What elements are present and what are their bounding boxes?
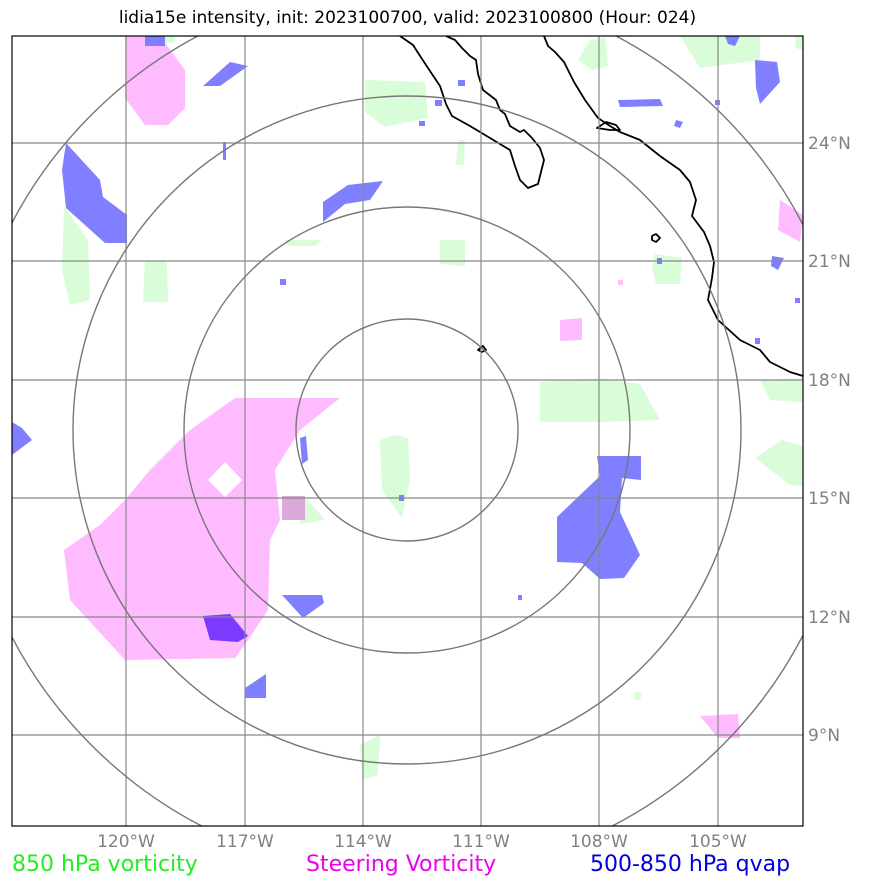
plot-frame xyxy=(11,35,804,827)
latitude-lines xyxy=(12,142,803,736)
range-rings xyxy=(12,36,803,826)
lon-tick-label: 108°W xyxy=(570,832,628,852)
map-title: lidia15e intensity, init: 2023100700, va… xyxy=(118,8,697,28)
lon-tick-label: 120°W xyxy=(97,832,155,852)
lat-tick-label: 24°N xyxy=(808,134,851,154)
lat-tick-label: 9°N xyxy=(808,726,840,746)
steering-vorticity-regions xyxy=(64,36,803,738)
lat-tick-label: 21°N xyxy=(808,252,851,272)
lon-tick-label: 111°W xyxy=(452,832,510,852)
longitude-tick-labels: 120°W 117°W 114°W 111°W 108°W 105°W xyxy=(97,832,747,852)
legend-qvap: 500-850 hPa qvap xyxy=(590,852,791,877)
latitude-tick-labels: 24°N 21°N 18°N 15°N 12°N 9°N xyxy=(808,134,851,746)
vorticity-overlap-region xyxy=(282,496,305,520)
lon-tick-label: 114°W xyxy=(334,832,392,852)
coastline xyxy=(399,36,803,377)
legend-850-vorticity: 850 hPa vorticity xyxy=(12,852,198,877)
lon-tick-label: 105°W xyxy=(689,832,747,852)
longitude-lines xyxy=(125,36,719,826)
lat-tick-label: 18°N xyxy=(808,371,851,391)
lat-tick-label: 15°N xyxy=(808,489,851,509)
lat-tick-label: 12°N xyxy=(808,608,851,628)
qvap-overlap-region xyxy=(203,614,248,642)
legend-steering-vorticity: Steering Vorticity xyxy=(306,852,497,877)
vorticity-850-regions xyxy=(62,36,803,780)
lon-tick-label: 117°W xyxy=(216,832,274,852)
